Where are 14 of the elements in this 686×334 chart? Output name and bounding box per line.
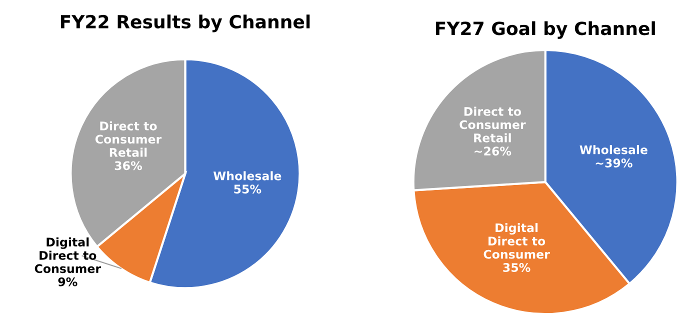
data-label: 35% [503,263,530,272]
slice-label: Digital Direct to Consumer [484,223,550,259]
chart-title: FY27 Goal by Channel [436,21,655,39]
data-label: 36% [114,161,142,170]
slice-label: Direct to Consumer Retail [95,121,162,157]
data-label: 55% [234,184,262,194]
slice-label: Wholesale [213,171,282,180]
chart-title: FY22 Results by Channel [60,14,310,32]
slice-label: Wholesale [580,145,648,154]
slice-label: Digital Direct to Consumer [34,237,101,274]
data-label: 9% [58,277,78,286]
data-label: ~26% [474,146,512,156]
data-label: ~39% [596,158,632,168]
slice-label: Direct to Consumer Retail [460,106,526,142]
